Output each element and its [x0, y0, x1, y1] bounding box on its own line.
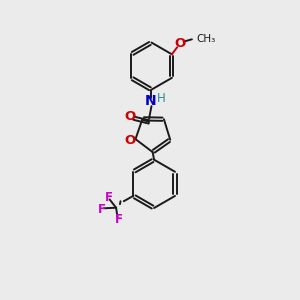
Text: O: O — [124, 110, 135, 123]
Text: F: F — [98, 203, 106, 216]
Text: O: O — [175, 37, 186, 50]
Text: O: O — [124, 134, 136, 147]
Text: F: F — [115, 213, 122, 226]
Text: CH₃: CH₃ — [196, 34, 216, 44]
Text: H: H — [157, 92, 166, 105]
Text: F: F — [105, 191, 113, 204]
Text: N: N — [145, 94, 156, 108]
